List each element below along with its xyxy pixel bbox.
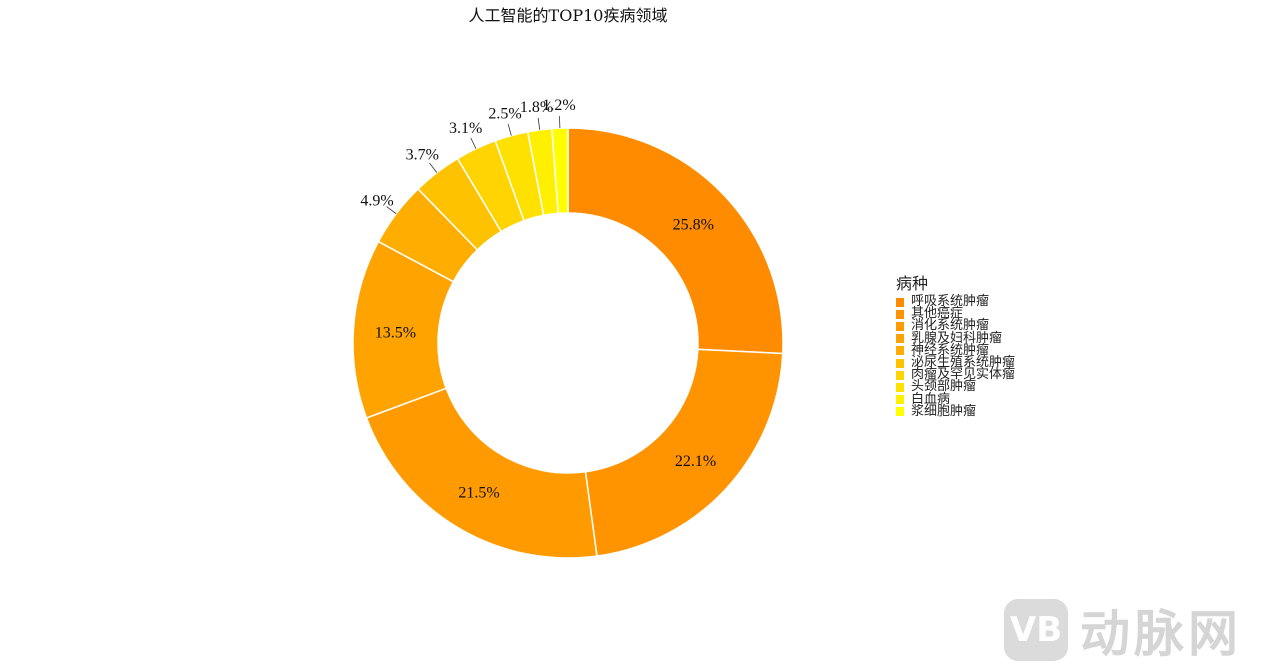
legend-label: 浆细胞肿瘤 [911, 403, 977, 419]
legend-label: 神经系统肿瘤 [911, 342, 990, 358]
legend-swatch [896, 321, 904, 331]
watermark: VB 动脉网 [1004, 594, 1242, 666]
legend-swatch [896, 346, 904, 356]
donut-slice [567, 127, 784, 355]
label-leader-line [470, 137, 477, 149]
data-label: 3.1% [449, 120, 482, 137]
watermark-logo: VB [1004, 599, 1068, 661]
legend-item: 乳腺及妇科肿瘤 [896, 330, 1015, 346]
chart-title: 人工智能的TOP10疾病领域 [468, 6, 668, 25]
legend-swatch [896, 334, 904, 344]
legend: 病种 呼吸系统肿瘤 其他癌症 消化系统肿瘤 乳腺及妇科肿瘤 神经系统肿瘤 泌尿生殖系统肿瘤… [896, 270, 1015, 418]
legend-item: 肉瘤及罕见实体瘤 [896, 367, 1016, 383]
legend-label: 泌尿生殖系统肿瘤 [911, 355, 1016, 371]
legend-label: 头颈部肿瘤 [911, 379, 977, 395]
label-leader-line [386, 206, 397, 215]
legend-label: 消化系统肿瘤 [911, 318, 990, 334]
data-label: 22.1% [675, 453, 716, 470]
legend-label: 白血病 [911, 391, 951, 407]
donut-slice [365, 387, 598, 559]
legend-item: 消化系统肿瘤 [896, 318, 1015, 334]
legend-swatch [896, 382, 904, 392]
legend-item: 浆细胞肿瘤 [896, 403, 1015, 419]
legend-item: 泌尿生殖系统肿瘤 [896, 355, 1016, 371]
label-leader-line [429, 162, 438, 173]
data-label: 25.8% [673, 217, 714, 234]
legend-swatch [896, 395, 904, 405]
legend-label: 呼吸系统肿瘤 [911, 294, 990, 310]
legend-swatch [896, 297, 904, 307]
data-label: 2.5% [488, 105, 521, 122]
donut-slice [551, 127, 569, 215]
data-label: 1.2% [542, 97, 575, 114]
donut-slice [584, 348, 784, 557]
watermark-text: 动脉网 [1080, 605, 1242, 663]
data-label: 4.9% [360, 192, 393, 209]
legend-label: 肉瘤及罕见实体瘤 [911, 367, 1016, 383]
data-label: 1.8% [520, 99, 553, 116]
legend-item: 白血病 [896, 391, 1015, 407]
legend-swatch [896, 407, 904, 417]
data-label: 3.7% [406, 147, 439, 164]
data-label: 13.5% [375, 324, 416, 341]
legend-swatch [896, 370, 904, 380]
legend-item: 其他癌症 [896, 306, 1015, 322]
legend-label: 乳腺及妇科肿瘤 [911, 330, 1003, 346]
legend-swatch [896, 309, 904, 319]
legend-swatch [896, 358, 904, 368]
label-leader-line [537, 117, 541, 130]
legend-item: 头颈部肿瘤 [896, 379, 1015, 395]
data-label: 21.5% [458, 484, 499, 501]
legend-item: 呼吸系统肿瘤 [896, 294, 1015, 310]
label-leader-line [507, 123, 512, 136]
legend-item: 神经系统肿瘤 [896, 342, 1015, 358]
legend-label: 其他癌症 [911, 306, 964, 322]
legend-title: 病种 [896, 274, 929, 293]
